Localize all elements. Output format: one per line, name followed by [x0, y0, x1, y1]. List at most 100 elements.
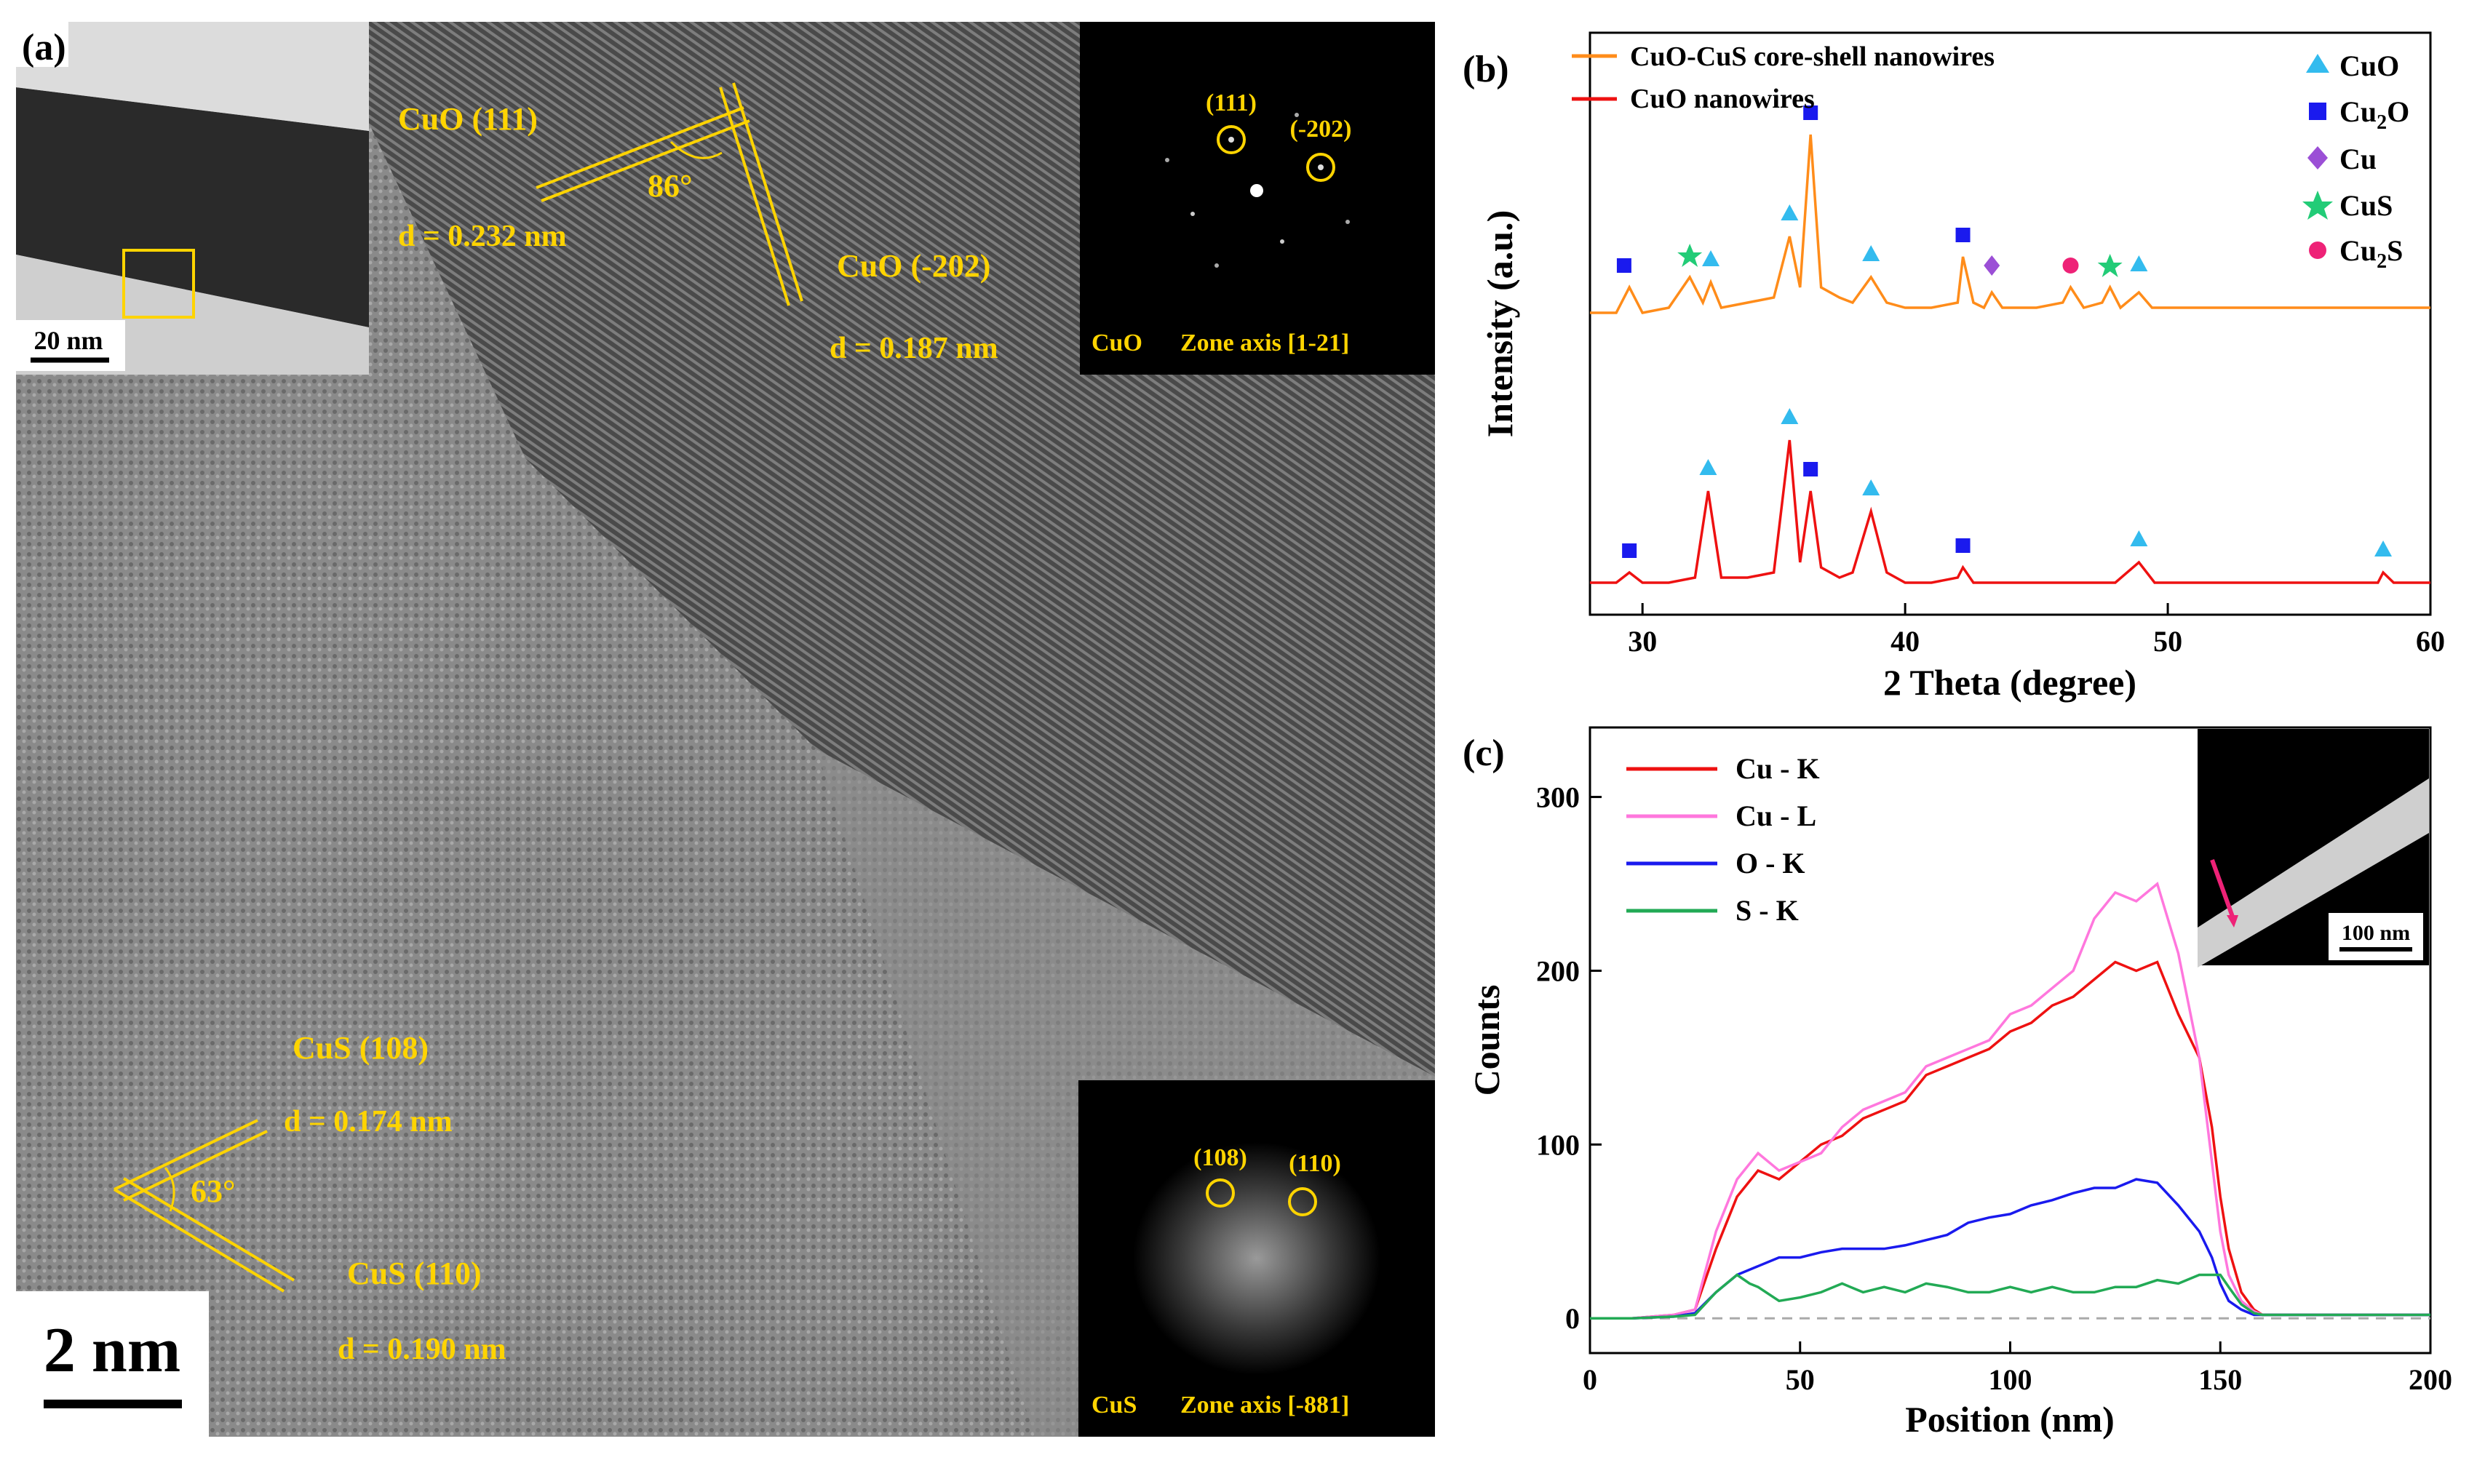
xrd-marker-cuo-top: [1702, 250, 1720, 266]
fft-spot-110: (110): [1289, 1150, 1341, 1177]
saed-spot-111: (111): [1206, 89, 1257, 116]
eds-chart: (c) 0 50 100 150 200 0 100 200 300 Position (nm)…: [1463, 726, 2452, 1440]
phase-legend-cuo: CuO: [2339, 49, 2399, 82]
low-mag-inset: 20 nm: [16, 22, 369, 375]
xrd-y-axis-label: Intensity (a.u.): [1479, 210, 1520, 438]
eds-axis-ticks: 0 50 100 150 200 0 100 200 300: [1536, 781, 2452, 1396]
cus-108-spacing: d = 0.174 nm: [284, 1105, 453, 1138]
xrd-marker-cuo-bottom: [1699, 459, 1717, 475]
scale-bar-label: 2 nm: [44, 1315, 180, 1386]
xrd-series-lines: [1590, 134, 2430, 584]
xrd-marker-cuo-top: [1862, 245, 1880, 261]
xrd-plot-frame: [1589, 31, 2432, 616]
saed-cuo-inset: (111) (-202) CuO Zone axis [1-21]: [1080, 22, 1435, 375]
phase-legend-cus: CuS: [2339, 189, 2393, 222]
fft-spot-108: (108): [1193, 1144, 1247, 1171]
xrd-marker-cuo-top: [1781, 204, 1799, 220]
xrd-marker-cu2o-bottom: [1803, 462, 1818, 476]
phase-legend-cu: Cu: [2339, 143, 2377, 175]
eds-x-axis-label: Position (nm): [1905, 1399, 2115, 1440]
xrd-x-tick-label: 60: [2416, 625, 2445, 658]
xrd-marker-cuo-bottom: [2374, 540, 2393, 556]
xrd-marker-cu2o-top: [1803, 105, 1818, 120]
panel-a-canvas: 20 nm (a) (111) (-202) CuO Zone axis [1-…: [16, 22, 1435, 1437]
cuo-202-label: CuO (-202): [837, 248, 990, 284]
xrd-marker-cuo-top: [2130, 255, 2148, 271]
selected-area-box: [122, 249, 195, 319]
scale-bar: 2 nm: [16, 1291, 209, 1437]
eds-legend: Cu - K Cu - L O - K S - K: [1626, 752, 1820, 927]
phase-legend-cus-star: [2302, 191, 2333, 220]
cuo-111-spacing: d = 0.232 nm: [398, 220, 567, 253]
chart-area: (b) 30 40 50 60 2 Theta (degree) Intensity …: [1463, 31, 2452, 1440]
xrd-marker-cu2o-bottom: [1622, 543, 1637, 558]
eds-y-axis-label: Counts: [1466, 985, 1507, 1096]
xrd-marker-cuo-bottom: [1781, 408, 1799, 424]
panel-b-label: (b): [1463, 49, 1509, 90]
phase-legend-cu2o: Cu2O: [2339, 95, 2409, 134]
xrd-marker-cu2o-bottom: [1955, 538, 1971, 553]
cuo-angle-annotation: 86° CuO (111) d = 0.232 nm CuO (-202) d …: [398, 82, 998, 365]
xrd-marker-cu2o-top: [1955, 228, 1971, 242]
eds-x-tick-label: 100: [1989, 1363, 2032, 1396]
stem-inset-scale: 100 nm: [2342, 921, 2410, 945]
xrd-series-line-1: [1590, 439, 2430, 584]
cuo-202-spacing: d = 0.187 nm: [830, 332, 998, 365]
eds-series-lines: [1590, 881, 2430, 1320]
phase-legend-cu-diamond: [2307, 146, 2328, 169]
legend-cu-k: Cu - K: [1736, 752, 1820, 785]
fft-zone-axis: Zone axis [-881]: [1180, 1392, 1349, 1419]
xrd-marker-cus-top: [2097, 254, 2123, 277]
linescan-arrow: [2210, 858, 2235, 918]
eds-y-tick-label: 200: [1536, 954, 1580, 987]
eds-x-tick-label: 50: [1786, 1363, 1815, 1396]
xrd-x-tick-label: 50: [2153, 625, 2182, 658]
saed-spot-202: (-202): [1290, 116, 1352, 143]
xrd-marker-cuo-bottom: [2130, 530, 2148, 546]
xrd-chart: (b) 30 40 50 60 2 Theta (degree) Intensity …: [1463, 31, 2445, 703]
fft-cus-inset: (108) (110) CuS Zone axis [-881]: [1078, 1080, 1435, 1437]
phase-legend-cu2s-circle: [2309, 242, 2326, 259]
eds-x-tick-label: 150: [2198, 1363, 2242, 1396]
cus-108-label: CuS (108): [293, 1030, 429, 1066]
eds-series-line-3: [1590, 1273, 2430, 1320]
xrd-marker-cu2o-top: [1616, 258, 1631, 273]
eds-y-tick-label: 300: [1536, 781, 1580, 814]
saed-zone-axis: Zone axis [1-21]: [1180, 330, 1349, 356]
phase-legend-cuo-triangle: [2306, 54, 2329, 73]
legend-core-shell: CuO-CuS core-shell nanowires: [1630, 41, 1995, 72]
stem-inset: 100 nm: [2198, 729, 2429, 968]
legend-cu-l: Cu - L: [1736, 799, 1816, 832]
panel-c-label: (c): [1463, 733, 1505, 774]
eds-x-tick-label: 200: [2409, 1363, 2452, 1396]
xrd-x-ticks: 30 40 50 60: [1628, 603, 2445, 658]
xrd-series-line-0: [1590, 134, 2430, 314]
eds-y-tick-label: 100: [1536, 1128, 1580, 1161]
xrd-marker-cuo-bottom: [1862, 479, 1880, 495]
panel-a-hrtem-image: 20 nm (a) (111) (-202) CuO Zone axis [1-…: [16, 22, 1435, 1437]
xrd-marker-cus-top: [1677, 244, 1703, 267]
eds-x-tick-label: 0: [1583, 1363, 1597, 1396]
inset-scale-label: 20 nm: [33, 326, 103, 355]
angle-cus: 63°: [191, 1173, 236, 1209]
phase-legend-cu2o-square: [2309, 103, 2326, 120]
cus-angle-annotation: 63° CuS (108) d = 0.174 nm CuS (110) d =…: [113, 1030, 506, 1366]
fft-phase-label: CuS: [1092, 1392, 1137, 1419]
cuo-111-label: CuO (111): [398, 101, 538, 137]
legend-o-k: O - K: [1736, 847, 1805, 879]
eds-y-tick-label: 0: [1565, 1302, 1580, 1335]
angle-cuo: 86°: [648, 168, 693, 204]
xrd-x-tick-label: 40: [1890, 625, 1920, 658]
xrd-x-tick-label: 30: [1628, 625, 1657, 658]
phase-legend: CuO Cu2O Cu CuS Cu2S: [2302, 49, 2409, 273]
legend-s-k: S - K: [1736, 894, 1799, 927]
cus-110-spacing: d = 0.190 nm: [338, 1333, 506, 1366]
eds-series-line-1: [1590, 881, 2430, 1320]
xrd-x-axis-label: 2 Theta (degree): [1883, 662, 2136, 703]
xrd-marker-cu2s-top: [2062, 258, 2079, 274]
xrd-phase-markers: [1616, 105, 2393, 558]
phase-legend-cu2s: Cu2S: [2339, 234, 2403, 273]
legend-cuo-nanowires: CuO nanowires: [1630, 84, 1815, 114]
cus-110-label: CuS (110): [347, 1256, 482, 1291]
xrd-marker-cu-top: [1984, 255, 2000, 276]
